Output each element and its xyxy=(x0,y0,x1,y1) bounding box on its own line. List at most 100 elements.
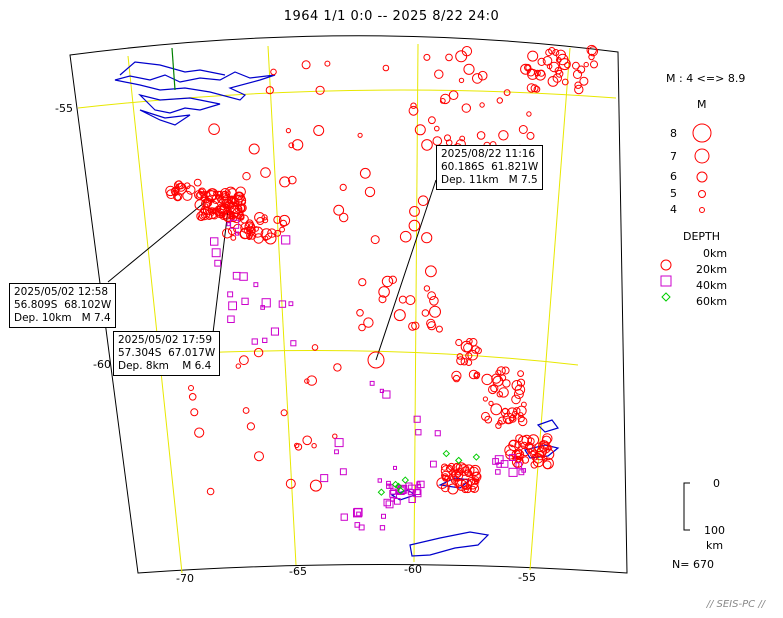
event-mid-marker xyxy=(340,513,348,521)
event-mid-marker xyxy=(385,500,394,509)
lat-line-55 xyxy=(77,89,617,109)
event-shallow-marker xyxy=(243,226,252,235)
event-mid-marker xyxy=(232,271,241,280)
event-shallow-marker xyxy=(467,349,479,361)
event-mid-marker xyxy=(227,291,234,298)
event-mid-marker xyxy=(434,430,441,437)
event-mid-marker xyxy=(339,468,347,476)
event-shallow-marker xyxy=(502,379,511,388)
event-shallow-marker xyxy=(428,116,436,125)
event-shallow-marker xyxy=(244,221,256,232)
event-marker-m75 xyxy=(367,351,385,369)
depth-scale-bar: 0 100 km xyxy=(683,477,725,552)
event-shallow-marker xyxy=(512,410,518,416)
callout-event-2: 2025/05/02 12:58 56.809S 68.102W Dep. 10km… xyxy=(9,283,117,328)
event-shallow-marker xyxy=(498,130,509,141)
event-mid-marker xyxy=(377,478,383,483)
event-shallow-marker xyxy=(455,462,467,474)
event-shallow-marker xyxy=(215,205,222,212)
event-shallow-marker xyxy=(239,227,252,240)
event-shallow-marker xyxy=(532,453,544,464)
event-shallow-marker xyxy=(294,442,300,449)
event-shallow-marker xyxy=(311,443,317,449)
event-shallow-marker xyxy=(465,359,473,367)
event-mid-marker xyxy=(379,525,386,531)
event-shallow-marker xyxy=(200,194,208,202)
event-shallow-marker xyxy=(414,124,426,136)
event-shallow-marker xyxy=(324,60,331,67)
event-shallow-marker xyxy=(267,228,277,238)
event-shallow-marker xyxy=(587,46,599,57)
event-shallow-marker xyxy=(509,439,517,448)
event-shallow-marker xyxy=(358,278,367,287)
svg-text:6: 6 xyxy=(670,170,677,183)
event-shallow-marker xyxy=(278,214,291,227)
event-shallow-marker xyxy=(358,323,366,332)
event-shallow-marker xyxy=(262,217,269,224)
event-shallow-marker xyxy=(555,49,566,60)
event-shallow-marker xyxy=(511,394,521,405)
event-shallow-marker xyxy=(273,215,282,224)
event-mid-marker xyxy=(369,380,375,386)
event-mid-marker xyxy=(390,488,397,495)
event-shallow-marker xyxy=(225,190,231,196)
event-shallow-marker xyxy=(481,373,493,386)
event-shallow-marker xyxy=(557,53,569,66)
event-shallow-marker xyxy=(357,132,363,138)
lat-label-60: -60 xyxy=(93,358,111,371)
event-shallow-marker xyxy=(230,197,240,207)
event-shallow-marker xyxy=(208,123,220,135)
lon-line-65 xyxy=(267,45,297,566)
event-shallow-marker xyxy=(458,77,465,84)
event-shallow-marker xyxy=(242,407,250,414)
event-shallow-marker xyxy=(484,415,493,424)
depth-title: DEPTH xyxy=(683,230,720,243)
event-mid-marker xyxy=(408,484,417,493)
event-shallow-marker xyxy=(231,212,242,224)
event-shallow-marker xyxy=(285,128,291,134)
event-mid-marker xyxy=(253,282,259,288)
event-shallow-marker xyxy=(527,50,539,62)
event-shallow-marker xyxy=(260,167,271,178)
event-shallow-marker xyxy=(452,463,461,472)
lon-label-55: -55 xyxy=(518,571,536,584)
event-shallow-marker xyxy=(254,451,264,462)
event-mid-marker xyxy=(415,429,422,436)
event-mid-marker xyxy=(413,489,422,498)
event-shallow-marker xyxy=(215,190,222,197)
event-shallow-marker xyxy=(227,226,237,236)
event-mid-marker xyxy=(356,511,361,517)
event-shallow-marker xyxy=(515,456,522,463)
event-shallow-marker xyxy=(460,478,473,490)
event-mid-marker xyxy=(416,483,422,489)
event-shallow-marker xyxy=(306,375,317,386)
event-shallow-marker xyxy=(364,186,376,198)
event-shallow-marker xyxy=(526,83,537,93)
event-shallow-marker xyxy=(218,204,229,216)
event-shallow-marker xyxy=(460,358,468,366)
svg-text:km: km xyxy=(706,539,723,552)
events-mid xyxy=(210,219,527,531)
event-shallow-marker xyxy=(440,93,451,105)
event-shallow-marker xyxy=(194,427,205,438)
event-shallow-marker xyxy=(473,371,481,378)
event-shallow-marker xyxy=(461,103,471,113)
svg-text:100: 100 xyxy=(704,524,725,537)
event-mid-marker xyxy=(262,337,268,344)
event-shallow-marker xyxy=(425,265,437,278)
event-shallow-marker xyxy=(246,422,255,431)
event-shallow-marker xyxy=(213,191,219,196)
event-shallow-marker xyxy=(421,139,433,151)
lon-line-60 xyxy=(413,43,419,563)
event-shallow-marker xyxy=(408,322,417,331)
event-deep-marker xyxy=(472,453,481,461)
event-shallow-marker xyxy=(363,317,374,328)
event-shallow-marker xyxy=(449,469,456,476)
event-shallow-marker xyxy=(440,463,449,471)
event-mid-marker xyxy=(382,390,391,399)
event-shallow-marker xyxy=(339,183,347,191)
event-shallow-marker xyxy=(248,143,260,155)
event-mid-marker xyxy=(290,340,297,347)
event-shallow-marker xyxy=(211,208,217,215)
footer-credit: // SEIS-PC // xyxy=(706,599,765,610)
